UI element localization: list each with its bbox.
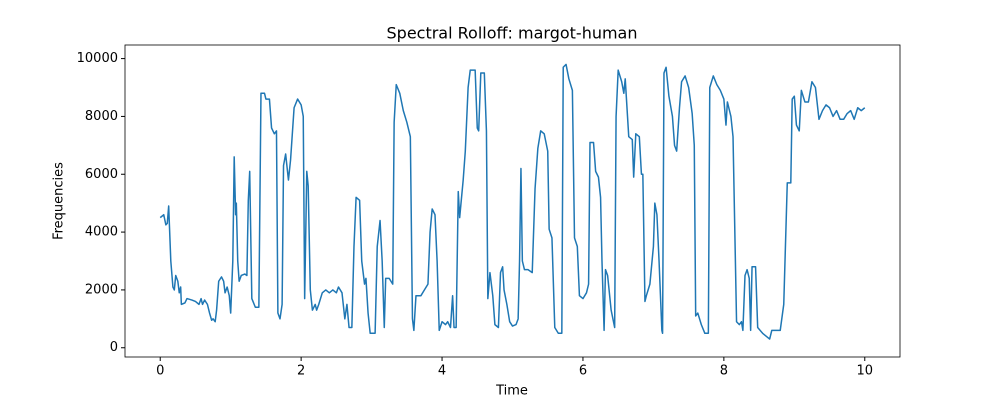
- x-tick-label: 8: [720, 364, 728, 379]
- plot-frame: [124, 44, 901, 358]
- y-tick-label: 4000: [85, 225, 118, 240]
- y-tick-label: 2000: [85, 282, 118, 297]
- y-tick-label: 10000: [77, 51, 118, 66]
- y-tick-label: 6000: [85, 167, 118, 182]
- x-tick-label: 2: [297, 364, 305, 379]
- x-tick-label: 6: [579, 364, 587, 379]
- x-tick-label: 10: [856, 364, 873, 379]
- line-series: [159, 63, 866, 340]
- y-axis-label: Frequencies: [52, 162, 67, 240]
- y-tick-label: 0: [110, 340, 118, 355]
- x-tick-label: 4: [438, 364, 446, 379]
- chart-title: Spectral Rolloff: margot-human: [387, 24, 638, 43]
- x-axis-label: Time: [495, 384, 528, 399]
- y-tick-label: 8000: [85, 109, 118, 124]
- x-tick-label: 0: [156, 364, 164, 379]
